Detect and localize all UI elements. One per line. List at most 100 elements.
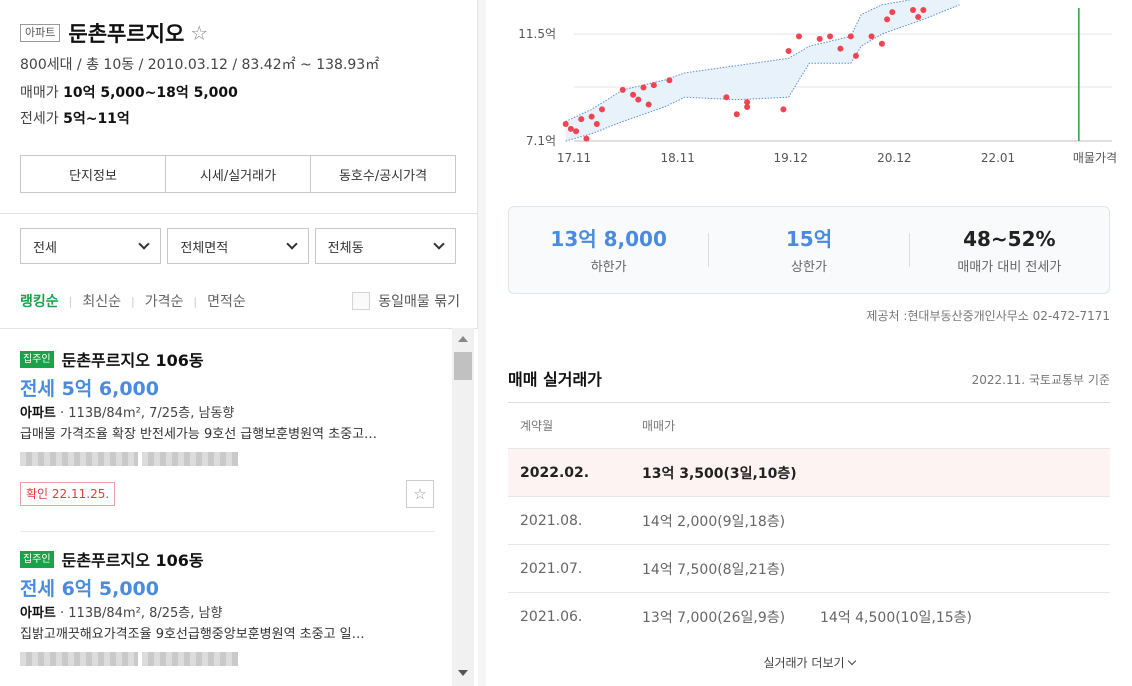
sale-price-label: 매매가	[20, 85, 59, 101]
scroll-down-arrow-icon[interactable]	[458, 670, 468, 676]
transaction-point	[816, 35, 823, 42]
transaction-point	[666, 77, 673, 84]
band-upper-line	[565, 0, 913, 122]
list-item[interactable]: 집주인 둔촌푸르지오 106동 전세 6억 5,000 아파트 · 113B/8…	[20, 547, 434, 666]
favorite-star-icon[interactable]: ☆	[190, 21, 209, 45]
row-month: 2021.08.	[520, 512, 583, 529]
stat-jeonse-ratio: 48~52% 매매가 대비 전세가	[910, 226, 1109, 275]
scroll-thumb[interactable]	[454, 352, 472, 380]
transaction-point	[847, 33, 854, 40]
sort-latest[interactable]: 최신순	[82, 294, 121, 310]
list-item[interactable]: 집주인 둔촌푸르지오 106동 전세 5억 6,000 아파트 · 113B/8…	[20, 347, 434, 508]
complex-info: 800세대 / 총 10동 / 2010.03.12 / 83.42㎡ ~ 13…	[20, 57, 380, 73]
owner-badge: 집주인	[20, 550, 54, 568]
chevron-down-icon	[285, 238, 298, 250]
transactions-table: 계약월 매매가 2022.02. 13억 3,500(3일,10층) 2021.…	[508, 402, 1110, 640]
blurred-agent-info	[20, 452, 434, 466]
table-row: 2021.06. 13억 7,000(26일,9층) 14억 4,500(10일…	[508, 592, 1110, 640]
x-tick-label: 20.12	[877, 151, 911, 165]
blurred-text	[142, 452, 238, 466]
transaction-point	[733, 111, 740, 118]
transaction-point	[567, 125, 574, 132]
tab-unit-official-price[interactable]: 동호수/공시가격	[338, 168, 428, 184]
transaction-point	[619, 86, 626, 93]
stat-value: 15억	[785, 226, 833, 251]
blurred-text	[20, 452, 138, 466]
transaction-point	[640, 84, 647, 91]
transaction-point	[878, 40, 885, 47]
building-select[interactable]: 전체동	[314, 228, 456, 264]
sort-separator: |	[68, 294, 73, 308]
listing-description: 급매물 가격조율 확장 반전세가능 9호선 급행보훈병원역 초중고…	[20, 427, 378, 442]
list-scrollbar[interactable]	[452, 328, 474, 686]
building-value: 전체동	[327, 240, 364, 256]
trade-type-value: 전세	[33, 240, 57, 256]
listing-list: 집주인 둔촌푸르지오 106동 전세 5억 6,000 아파트 · 113B/8…	[0, 328, 478, 686]
transaction-point	[837, 45, 844, 52]
sort-separator: |	[131, 294, 135, 308]
trade-type-select[interactable]: 전세	[20, 228, 162, 264]
sort-ranking[interactable]: 랭킹순	[20, 294, 59, 310]
transaction-point	[593, 120, 600, 127]
row-price: 14억 7,500(8일,21층)	[642, 561, 786, 578]
area-select[interactable]: 전체면적	[167, 228, 309, 264]
listing-spec: 아파트 · 113B/84m², 7/25층, 남동향	[20, 405, 434, 423]
bundle-same-listings-toggle[interactable]: 동일매물 묶기	[352, 291, 460, 311]
tab-market-price[interactable]: 시세/실거래가	[166, 156, 311, 192]
sale-price-value: 10억 5,000~18억 5,000	[63, 85, 238, 101]
row-price: 13억 7,000(26일,9층)	[642, 609, 786, 626]
transaction-point	[744, 103, 751, 110]
panel-gutter	[478, 0, 486, 686]
table-row: 2021.07. 14억 7,500(8일,21층)	[508, 544, 1110, 592]
sort-price[interactable]: 가격순	[144, 294, 184, 310]
chevron-down-icon	[138, 238, 150, 250]
stat-upper-price: 15억 상한가	[709, 226, 908, 275]
complex-header: 아파트 둔촌푸르지오 ☆ 800세대 / 총 10동 / 2010.03.12 …	[20, 18, 457, 130]
filter-bar: 전세 전체면적 전체동	[20, 228, 456, 264]
row-price: 14억 2,000(9일,18층)	[642, 513, 786, 530]
favorite-star-icon[interactable]: ☆	[406, 480, 434, 508]
bundle-label: 동일매물 묶기	[378, 294, 460, 310]
transaction-point	[909, 7, 916, 13]
chevron-down-icon	[433, 238, 445, 250]
divider	[0, 213, 478, 214]
table-row: 2022.02. 13억 3,500(3일,10층)	[508, 448, 1110, 496]
owner-badge: 집주인	[20, 350, 54, 368]
x-tick-label: 19.12	[773, 151, 807, 165]
blurred-text	[142, 652, 238, 666]
transaction-point	[650, 82, 657, 89]
x-tick-label: 17.11	[557, 151, 591, 165]
jeonse-price-range: 전세가 5억~11억	[20, 108, 457, 130]
data-source: 제공처 :현대부동산중개인사무소 02-472-7171	[866, 309, 1110, 323]
divider	[908, 233, 910, 267]
listing-price: 전세 5억 6,000	[20, 378, 159, 400]
listing-type: 아파트	[20, 606, 56, 621]
transaction-point	[744, 99, 751, 106]
row-month: 2021.06.	[520, 608, 583, 625]
transaction-point	[578, 116, 585, 123]
sort-area[interactable]: 면적순	[207, 294, 246, 310]
x-tick-label: 매물가격	[1073, 151, 1117, 165]
stat-lower-price: 13억 8,000 하한가	[509, 226, 708, 275]
area-value: 전체면적	[180, 240, 229, 256]
complex-tabs: 단지정보 시세/실거래가 동호수/공시가격	[20, 155, 456, 193]
scroll-up-arrow-icon[interactable]	[458, 336, 468, 342]
stat-label: 매매가 대비 전세가	[957, 259, 1062, 275]
bundle-checkbox[interactable]	[352, 292, 371, 310]
transaction-point	[723, 94, 730, 101]
table-header: 계약월 매매가	[508, 402, 1110, 448]
transaction-point	[780, 106, 787, 113]
transaction-point	[573, 128, 580, 135]
transactions-basis: 2022.11. 국토교통부 기준	[971, 373, 1110, 387]
transaction-point	[852, 52, 859, 59]
jeonse-price-value: 5억~11억	[63, 111, 130, 127]
x-tick-label: 22.01	[981, 151, 1015, 165]
tab-complex-info[interactable]: 단지정보	[21, 156, 166, 192]
more-transactions-button[interactable]: 실거래가 더보기	[486, 654, 1132, 671]
sale-price-range: 매매가 10억 5,000~18억 5,000	[20, 82, 457, 104]
stat-value: 48~52%	[963, 226, 1056, 251]
price-stats-box: 13억 8,000 하한가 15억 상한가 48~52% 매매가 대비 전세가	[508, 206, 1110, 294]
header-month: 계약월	[520, 419, 554, 433]
transaction-point	[889, 9, 896, 16]
blurred-text	[20, 652, 138, 666]
